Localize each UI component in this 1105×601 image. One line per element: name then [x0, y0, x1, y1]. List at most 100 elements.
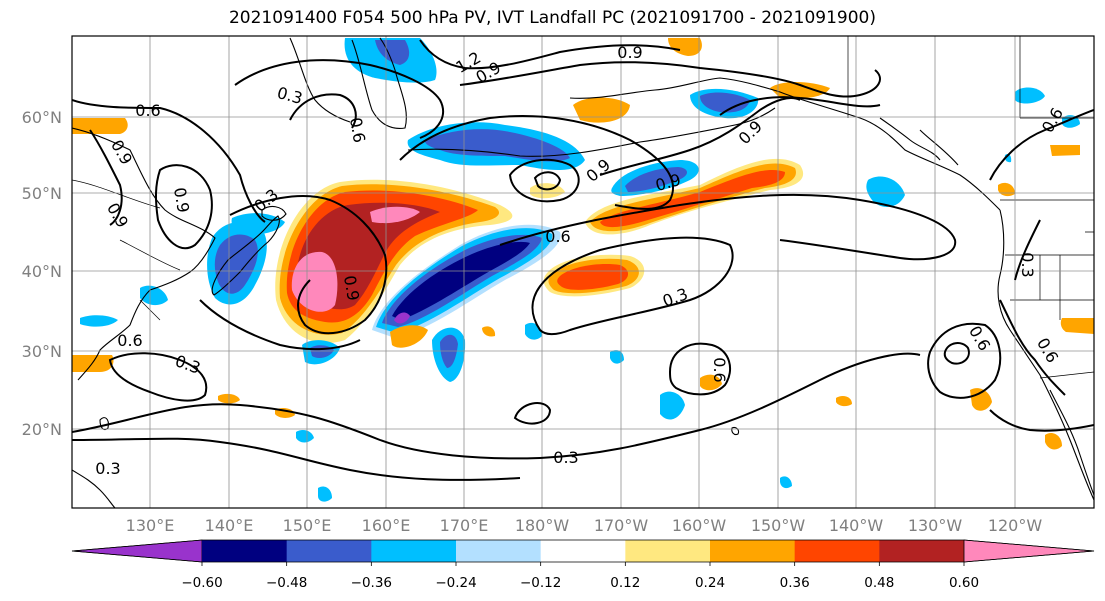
contour-0.6-west — [72, 99, 266, 223]
contour-label-text: 0.3 — [1018, 252, 1037, 277]
colorbar-extend-high — [963, 539, 1095, 563]
contour-label: 0.3 — [95, 459, 120, 478]
positive-anomaly-pink-2 — [370, 206, 420, 224]
map-title: 2021091400 F054 500 hPa PV, IVT Landfall… — [228, 8, 876, 28]
contour-label: 0.9 — [340, 274, 363, 302]
longitude-label: 130°E — [126, 516, 175, 535]
longitude-label: 150°E — [283, 516, 332, 535]
colorbar-bin — [456, 540, 542, 562]
colorbar-bin — [540, 540, 626, 562]
negative-anomaly-purple — [394, 312, 410, 324]
positive-anomaly-pink-1 — [291, 251, 338, 312]
colorbar-bin — [879, 540, 965, 562]
contour-label-text: 0.6 — [545, 227, 570, 246]
colorbar-tick-label: −0.36 — [351, 575, 392, 591]
latitude-label: 60°N — [22, 108, 62, 127]
longitude-label: 160°E — [362, 516, 411, 535]
contour-label-text: 0.9 — [617, 43, 642, 62]
colorbar-bin — [202, 540, 288, 562]
negative-patch-6 — [296, 430, 314, 443]
asia-coast — [72, 127, 216, 381]
pc-shading — [72, 38, 1094, 502]
colorbar-bin — [371, 540, 457, 562]
pv-contours — [72, 39, 1094, 481]
colorbar-bin — [710, 540, 796, 562]
longitude-label: 140°W — [829, 516, 884, 535]
contour-label: 0.3 — [553, 448, 578, 467]
contour-0.9-loop — [154, 164, 213, 250]
colorbar-tick-label: −0.48 — [266, 575, 307, 591]
colorbar-tick-label: 0.36 — [780, 575, 810, 591]
colorbar-bin — [794, 540, 880, 562]
contour-0.3-top — [234, 59, 445, 139]
baja — [1049, 389, 1094, 496]
contour-label-text: 0.3 — [95, 459, 120, 478]
longitude-label: 120°W — [988, 516, 1043, 535]
colorbar-tick-label: −0.12 — [520, 575, 561, 591]
positive-patch-2 — [668, 38, 702, 56]
us-states — [1005, 36, 1094, 320]
contour-label: 0.6 — [346, 116, 369, 144]
colorbar-bin — [625, 540, 711, 562]
contour-0.9-japan — [229, 194, 388, 335]
contour-0.6-na-north — [989, 109, 1094, 181]
contour-0.9-nest-1 — [508, 158, 580, 203]
contour-label: 0.3 — [1018, 252, 1037, 277]
contour-0.3-na-far-east — [1014, 219, 1041, 281]
contour-label-text: 0.3 — [553, 448, 578, 467]
positive-patch-4 — [72, 118, 128, 134]
longitude-label: 180°W — [515, 516, 570, 535]
negative-anomaly-japan-royal — [214, 234, 258, 294]
contour-1.2-top — [419, 39, 681, 70]
philippines — [72, 469, 116, 508]
colorbar-bin — [286, 540, 372, 562]
colorbar-extend-low — [71, 539, 203, 563]
negative-patch-10 — [80, 315, 118, 327]
positive-patch-8 — [970, 388, 992, 411]
positive-patch-9 — [1060, 318, 1094, 334]
colorbar-tick-label: 0.12 — [610, 575, 640, 591]
contour-label-text: 0.6 — [346, 116, 369, 144]
negative-anomaly-top-royal — [375, 40, 410, 65]
positive-patch-5 — [72, 355, 114, 372]
contour-0.6-east-band — [499, 193, 957, 261]
contour-0.9-alaska — [599, 97, 801, 176]
okhotsk-coast — [289, 37, 351, 123]
positive-band-east-red — [600, 170, 785, 228]
latitude-label: 50°N — [22, 184, 62, 203]
latitude-label: 30°N — [22, 342, 62, 361]
japan — [211, 215, 280, 296]
contour-0.6-japan-outer — [199, 299, 361, 351]
contour-label: 0.9 — [170, 186, 193, 214]
hokkaido — [261, 205, 287, 221]
contour-0.3-south-b — [72, 437, 521, 481]
positive-patch-1 — [573, 97, 630, 123]
positive-patch-3 — [770, 82, 830, 99]
contour-label: 0.6 — [710, 357, 729, 382]
longitude-label: 170°E — [440, 516, 489, 535]
map-panel: 1.20.90.90.30.60.90.60.90.30.90.90.90.90… — [71, 35, 1095, 509]
coastlines — [72, 37, 1094, 508]
negative-east-royal — [625, 167, 687, 192]
contour-0.3-small-circle — [943, 342, 970, 365]
contour-0.3-central — [531, 236, 734, 336]
aleutians — [407, 107, 776, 157]
map-frame — [71, 35, 1095, 509]
contour-label-text: 0.6 — [135, 101, 160, 120]
negative-anomaly-navy — [392, 241, 530, 320]
contour-label-text: 0.9 — [170, 186, 193, 214]
contour-0.3-south — [72, 352, 921, 460]
negative-alaska-royal — [700, 92, 750, 113]
contour-0.9-top-inner — [289, 93, 357, 129]
negative-anomaly-aleutian-west-royal — [424, 129, 570, 162]
negative-anomaly-japan-north — [231, 213, 285, 235]
positive-patch-17 — [390, 325, 428, 348]
contour-0.6-bay — [927, 322, 1002, 399]
contour-0.6-gulf — [719, 96, 881, 116]
positive-patch-15 — [836, 396, 852, 407]
positive-patch-13 — [1050, 145, 1080, 156]
kamchatka — [351, 37, 407, 129]
negative-patch-7 — [318, 486, 332, 502]
hawaii — [731, 426, 740, 436]
